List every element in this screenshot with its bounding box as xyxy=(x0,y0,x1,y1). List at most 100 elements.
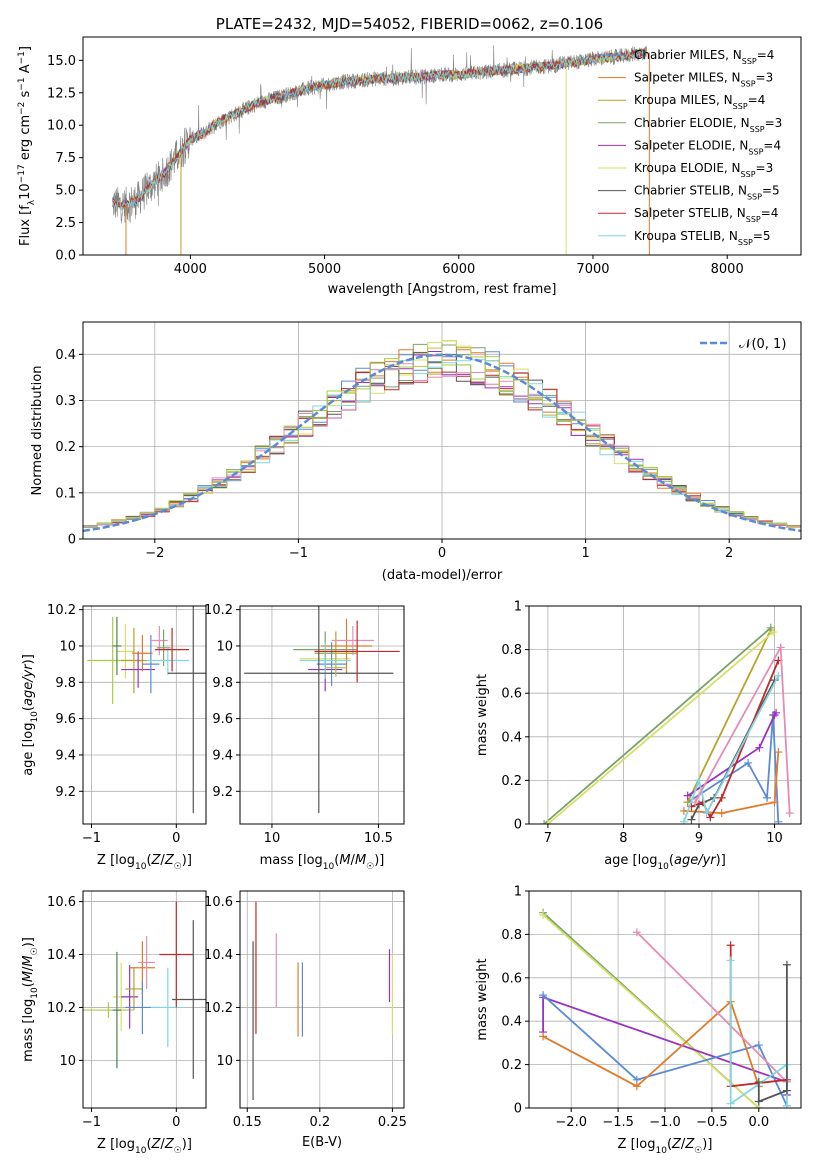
x-tick-label: 0.15 xyxy=(233,1115,262,1130)
weight_vs_Z-y-label: mass weight xyxy=(475,958,490,1040)
weight-marker xyxy=(763,793,771,802)
mass-vs-Z-x-label: Z [log10(Z/Z☉)] xyxy=(97,1137,192,1156)
y-tick-label: 10.2 xyxy=(204,1001,233,1016)
x-tick-label: −0.5 xyxy=(696,1115,728,1130)
y-tick-label: 0 xyxy=(514,1102,522,1117)
histogram-step xyxy=(83,363,801,528)
weight-marker xyxy=(539,910,548,919)
weight-line xyxy=(757,964,788,1103)
x-tick-label: 7000 xyxy=(576,262,609,277)
x-tick-label: −1 xyxy=(289,546,308,561)
x-tick-label: 0 xyxy=(172,831,180,846)
y-tick-label: 0 xyxy=(514,818,522,833)
axes-frame xyxy=(239,605,405,825)
weight-marker xyxy=(543,820,552,824)
weight-marker xyxy=(539,991,548,1000)
weight-marker xyxy=(774,748,783,757)
weight-marker xyxy=(691,798,700,807)
y-tick-label: 9.6 xyxy=(212,712,233,727)
x-tick-label: 10 xyxy=(766,831,783,846)
plot-area-residuals xyxy=(83,322,801,539)
y-tick-label: 0.2 xyxy=(55,440,76,455)
y-tick-label: 9.4 xyxy=(55,748,76,763)
spectrum-model-line xyxy=(112,47,647,209)
weight-line xyxy=(683,675,780,823)
y-tick-label: 9.6 xyxy=(55,712,76,727)
y-tick-label: 10.6 xyxy=(47,895,76,910)
plot-area-mass_vs_ebv xyxy=(240,891,404,1108)
y-tick-label: 10.2 xyxy=(204,603,233,618)
y-tick-label: 10.4 xyxy=(204,948,233,963)
spectrum-legend: Chabrier MILES, NSSP=4 Salpeter MILES, NS… xyxy=(598,48,782,246)
legend-entry: Kroupa STELIB, NSSP=5 xyxy=(634,229,771,247)
legend-entry: Kroupa MILES, NSSP=4 xyxy=(634,93,765,111)
plot-area-weight_vs_age xyxy=(529,606,801,824)
y-tick-label: 0.4 xyxy=(501,1015,522,1030)
plot-area-mass_vs_Z xyxy=(83,891,206,1108)
x-tick-label: −2 xyxy=(145,546,164,561)
weight-marker xyxy=(782,1101,791,1108)
panel-residuals: −2 −1 0 1 2 0 0.1 0.2 0.3 0.4 xyxy=(55,321,802,561)
x-tick-label: 6000 xyxy=(442,262,475,277)
x-tick-label: −1.5 xyxy=(602,1115,634,1130)
plot-area-weight_vs_Z xyxy=(529,891,801,1108)
legend-entry: Chabrier STELIB, NSSP=5 xyxy=(634,184,780,202)
y-tick-label: 10.2 xyxy=(47,1001,76,1016)
weight-line xyxy=(543,627,772,824)
legend-entry: Kroupa ELODIE, NSSP=3 xyxy=(634,161,773,179)
y-tick-label: 12.5 xyxy=(47,86,76,101)
weight-marker xyxy=(769,628,778,637)
y-tick-label: 0.4 xyxy=(501,730,522,745)
axes-frame xyxy=(528,605,802,825)
x-tick-label: 7 xyxy=(544,831,552,846)
weight-marker xyxy=(770,711,779,719)
weight-line xyxy=(687,712,777,797)
y-tick-label: 10.2 xyxy=(47,603,76,618)
weight-marker xyxy=(776,643,785,652)
weight-line xyxy=(686,629,772,803)
weight-marker xyxy=(774,671,783,680)
x-tick-label: 1 xyxy=(581,546,589,561)
y-tick-label: 0.6 xyxy=(501,971,522,986)
x-tick-label: 5000 xyxy=(308,262,341,277)
weight-line xyxy=(542,914,760,1108)
x-tick-label: 9 xyxy=(695,831,703,846)
x-tick-label: 10.5 xyxy=(364,831,393,846)
y-tick-label: 15.0 xyxy=(47,54,76,69)
y-tick-label: 9.8 xyxy=(212,676,233,691)
weight-marker xyxy=(766,623,775,632)
x-tick-label: 8 xyxy=(619,831,627,846)
weight-marker xyxy=(774,817,783,824)
age-vs-Z-x-label: Z [log10(Z/Z☉)] xyxy=(97,853,192,872)
age-vs-mass-x-label: mass [log10(M/M☉)] xyxy=(260,853,385,872)
x-tick-label: −2.0 xyxy=(555,1115,587,1130)
x-tick-label: 0 xyxy=(172,1115,180,1130)
weight-marker xyxy=(717,809,726,818)
x-tick-label: 4000 xyxy=(174,262,207,277)
plot-area-age_vs_Z xyxy=(83,606,206,824)
weight-marker xyxy=(632,928,641,937)
weight-marker xyxy=(754,1077,763,1086)
y-tick-label: 9.2 xyxy=(55,785,76,800)
spectrum-model-line xyxy=(112,48,647,210)
y-tick-label: 10.4 xyxy=(47,948,76,963)
x-tick-label: −1.0 xyxy=(649,1115,681,1130)
y-tick-label: 7.5 xyxy=(55,151,76,166)
x-tick-label: 0.2 xyxy=(309,1115,330,1130)
weight-marker xyxy=(726,956,735,965)
spectrum-y-label: Flux [fλ10−17 erg cm−2 s−1 A−1] xyxy=(17,46,37,246)
weight-line xyxy=(636,931,788,1083)
y-tick-label: 0.8 xyxy=(501,643,522,658)
panel-age_vs_mass: 10 10.5 9.2 9.4 9.6 9.8 10 10.2 xyxy=(204,603,405,846)
axes-frame xyxy=(82,36,802,256)
axes-frame xyxy=(239,890,405,1109)
axes-frame xyxy=(82,890,207,1109)
weight-vs-age-x-label: age [log10(age/yr)] xyxy=(604,853,726,872)
y-tick-label: 9.4 xyxy=(212,748,233,763)
panel-weight_vs_age: 7 8 9 10 0 0.2 0.4 0.6 0.8 1 xyxy=(501,600,802,846)
legend-entry: Salpeter ELODIE, NSSP=4 xyxy=(634,138,781,156)
weight-marker xyxy=(706,813,715,822)
x-tick-label: 8000 xyxy=(711,262,744,277)
legend-entry: Chabrier ELODIE, NSSP=3 xyxy=(634,116,782,134)
